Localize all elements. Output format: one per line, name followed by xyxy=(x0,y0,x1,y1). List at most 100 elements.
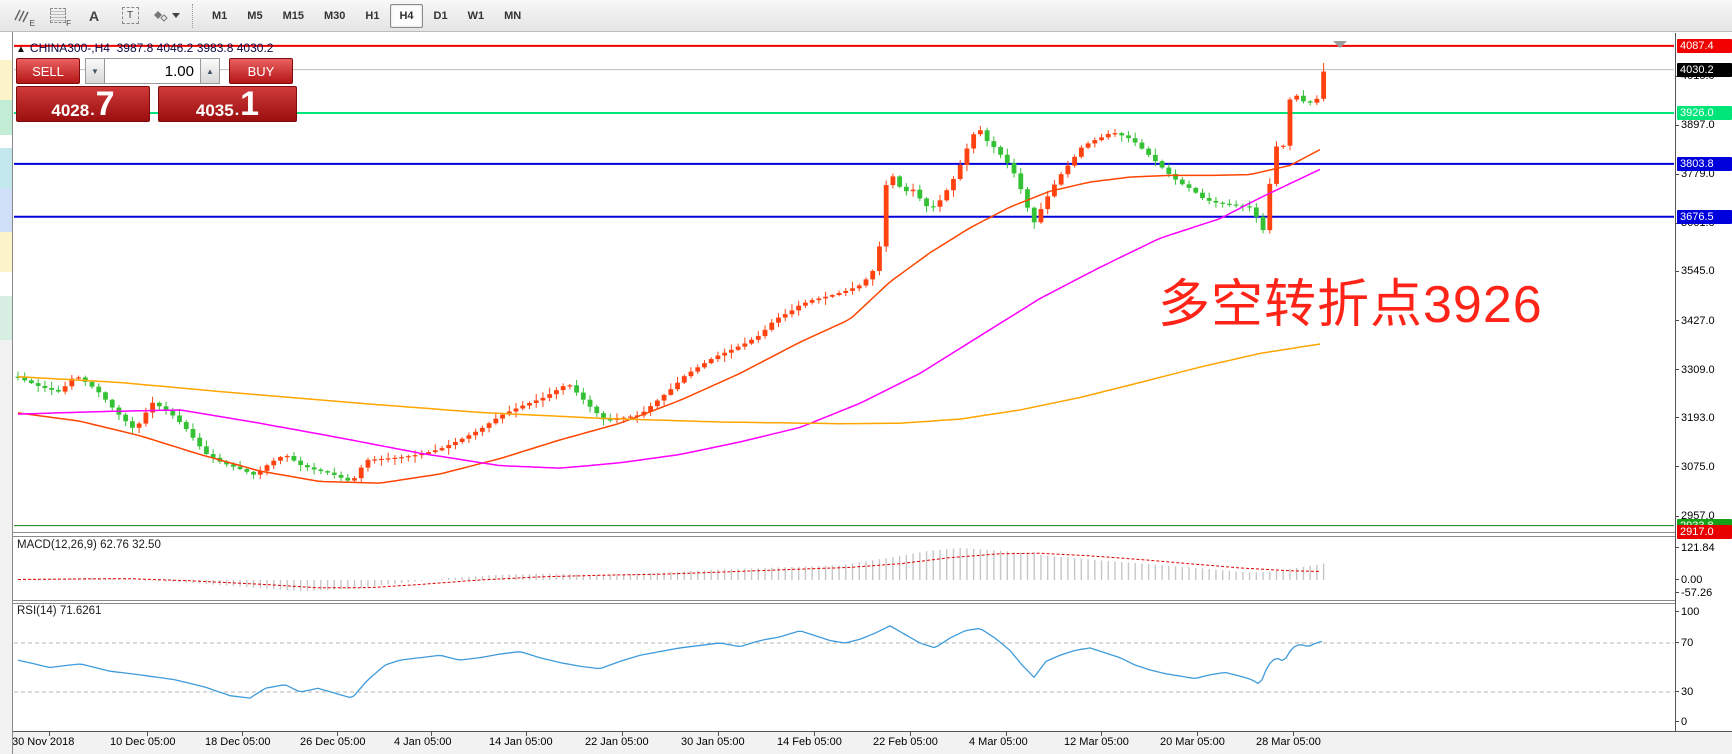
chart-shift-marker-icon xyxy=(1333,41,1347,48)
scale-tick-label: 3427.0 xyxy=(1675,314,1715,328)
time-axis-label: 18 Dec 05:00 xyxy=(205,736,271,748)
ask-main-digits: 4035 xyxy=(195,101,234,120)
scale-tick-label: -57.26 xyxy=(1675,586,1712,599)
open-value: 3987.8 xyxy=(116,41,154,55)
price-level-badge: 4030.2 xyxy=(1677,62,1732,77)
mid-ma xyxy=(17,168,1321,469)
bid-main-digits: 4028 xyxy=(51,101,90,120)
time-axis-label: 26 Dec 05:00 xyxy=(300,736,366,748)
time-axis-label: 30 Nov 2018 xyxy=(12,736,75,748)
buy-button[interactable]: BUY xyxy=(229,58,293,84)
hatch-glyph xyxy=(14,9,29,22)
hatch-e-icon[interactable]: E xyxy=(6,2,38,30)
panel-separator[interactable] xyxy=(13,600,1675,601)
chart-annotation-text[interactable]: 多空转折点3926 xyxy=(1158,276,1543,334)
time-axis-label: 4 Jan 05:00 xyxy=(394,736,452,748)
time-tick xyxy=(49,732,50,736)
sell-button[interactable]: SELL xyxy=(16,58,80,84)
scale-tick-label: 100 xyxy=(1675,605,1699,618)
time-axis-label: 28 Mar 05:00 xyxy=(1256,736,1321,748)
panel-separator-groove xyxy=(13,533,1675,536)
timeframe-button-M30[interactable]: M30 xyxy=(323,9,346,22)
timeframe-bar: M1 M5 M15 M30 H1 H4 D1 W1 MN xyxy=(202,3,531,28)
ask-pip-digit: 1 xyxy=(240,85,260,124)
volume-increase-button[interactable]: ▲ xyxy=(200,58,220,84)
text-box-icon[interactable]: T xyxy=(114,2,146,30)
macd-name: MACD(12,26,9) xyxy=(17,539,97,551)
timeframe-button-M5[interactable]: M5 xyxy=(247,9,263,22)
ohlc-header: ▲ CHINA300-,H4 3987.8 4046.2 3983.8 4030.… xyxy=(16,41,273,55)
icon-sub-label: E xyxy=(29,18,35,28)
scale-tick-label: 3779.0 xyxy=(1675,167,1715,181)
text-label-icon[interactable]: A xyxy=(78,2,110,30)
timeframe-button-MN[interactable]: MN xyxy=(504,9,522,22)
scale-tick-label: 0.00 xyxy=(1675,573,1702,586)
scale-tick-label: 3897.0 xyxy=(1675,118,1715,132)
volume-decrease-button[interactable]: ▼ xyxy=(85,58,105,84)
time-axis-label: 30 Jan 05:00 xyxy=(681,736,745,748)
time-scale[interactable]: 30 Nov 2018 10 Dec 05:00 18 Dec 05:00 26 De… xyxy=(12,731,1732,754)
price-scale-border xyxy=(1675,33,1676,731)
grid-glyph xyxy=(50,8,66,23)
rsi-layer xyxy=(14,625,1674,699)
timeframe-button-H4[interactable]: H4 xyxy=(390,3,423,28)
time-tick xyxy=(431,732,432,736)
scale-tick-label: 30 xyxy=(1675,685,1693,698)
time-tick xyxy=(1006,732,1007,736)
grid-f-icon[interactable]: F xyxy=(42,2,74,30)
volume-input[interactable] xyxy=(105,58,200,84)
price-level-badge: 3676.5 xyxy=(1677,209,1732,224)
letter-t-glyph: T xyxy=(121,7,139,24)
time-tick xyxy=(337,732,338,736)
bid-pip-digit: 7 xyxy=(95,85,115,124)
docked-panel-edge xyxy=(0,32,13,754)
scale-tick-label: 3545.0 xyxy=(1675,264,1715,278)
ask-dot: . xyxy=(234,102,240,119)
scale-tick-label: 70 xyxy=(1675,636,1693,649)
time-tick xyxy=(1197,732,1198,736)
macd-label: MACD(12,26,9) 62.76 32.50 xyxy=(17,539,161,551)
time-tick xyxy=(526,732,527,736)
timeframe-button-D1[interactable]: D1 xyxy=(433,9,448,22)
time-axis-label: 10 Dec 05:00 xyxy=(110,736,176,748)
panel-separator-groove xyxy=(13,601,1675,603)
ask-price-box[interactable]: 4035 . 1 xyxy=(158,86,297,122)
time-axis-label: 20 Mar 05:00 xyxy=(1160,736,1225,748)
price-level-badge: 3926.0 xyxy=(1677,106,1732,120)
scale-tick-label: 0 xyxy=(1675,715,1687,728)
time-axis-label: 4 Mar 05:00 xyxy=(969,736,1028,748)
time-tick xyxy=(622,732,623,736)
timeframe-button-H1[interactable]: H1 xyxy=(365,9,380,22)
time-tick xyxy=(147,732,148,736)
low-value: 3983.8 xyxy=(196,41,234,55)
time-tick xyxy=(718,732,719,736)
time-axis-label: 22 Feb 05:00 xyxy=(873,736,938,748)
panel-separator[interactable] xyxy=(13,532,1675,533)
timeframe-button-M1[interactable]: M1 xyxy=(212,9,228,22)
timeframe-button-W1[interactable]: W1 xyxy=(467,9,485,22)
shapes-dropdown-icon[interactable] xyxy=(150,2,182,30)
scale-tick-label: 3075.0 xyxy=(1675,460,1715,474)
letter-a-glyph: A xyxy=(88,7,100,24)
toolbar: E F A T M1 M5 M15 M30 H1 H4 D1 W1 MN xyxy=(0,0,1732,32)
one-click-trade-panel: SELL ▼ ▲ BUY 4028 . 7 4035 . 1 xyxy=(16,58,299,122)
symbol-label: CHINA300-,H4 xyxy=(29,41,110,55)
chevron-down-icon xyxy=(171,13,180,18)
time-tick xyxy=(910,732,911,736)
rsi-value: 71.6261 xyxy=(59,605,102,617)
rsi-label: RSI(14) 71.6261 xyxy=(17,605,101,617)
shapes-glyph xyxy=(153,10,168,22)
macd-layer xyxy=(17,547,1325,592)
slow-ma xyxy=(17,343,1321,425)
macd-values: 62.76 32.50 xyxy=(100,539,161,551)
time-axis-label: 14 Jan 05:00 xyxy=(489,736,553,748)
panel-separator xyxy=(13,603,1675,604)
time-tick xyxy=(1101,732,1102,736)
up-triangle-icon: ▲ xyxy=(16,44,26,55)
close-value: 4030.2 xyxy=(236,41,274,55)
bid-price-box[interactable]: 4028 . 7 xyxy=(16,86,150,122)
timeframe-button-M15[interactable]: M15 xyxy=(282,9,304,22)
high-value: 4046.2 xyxy=(156,41,194,55)
